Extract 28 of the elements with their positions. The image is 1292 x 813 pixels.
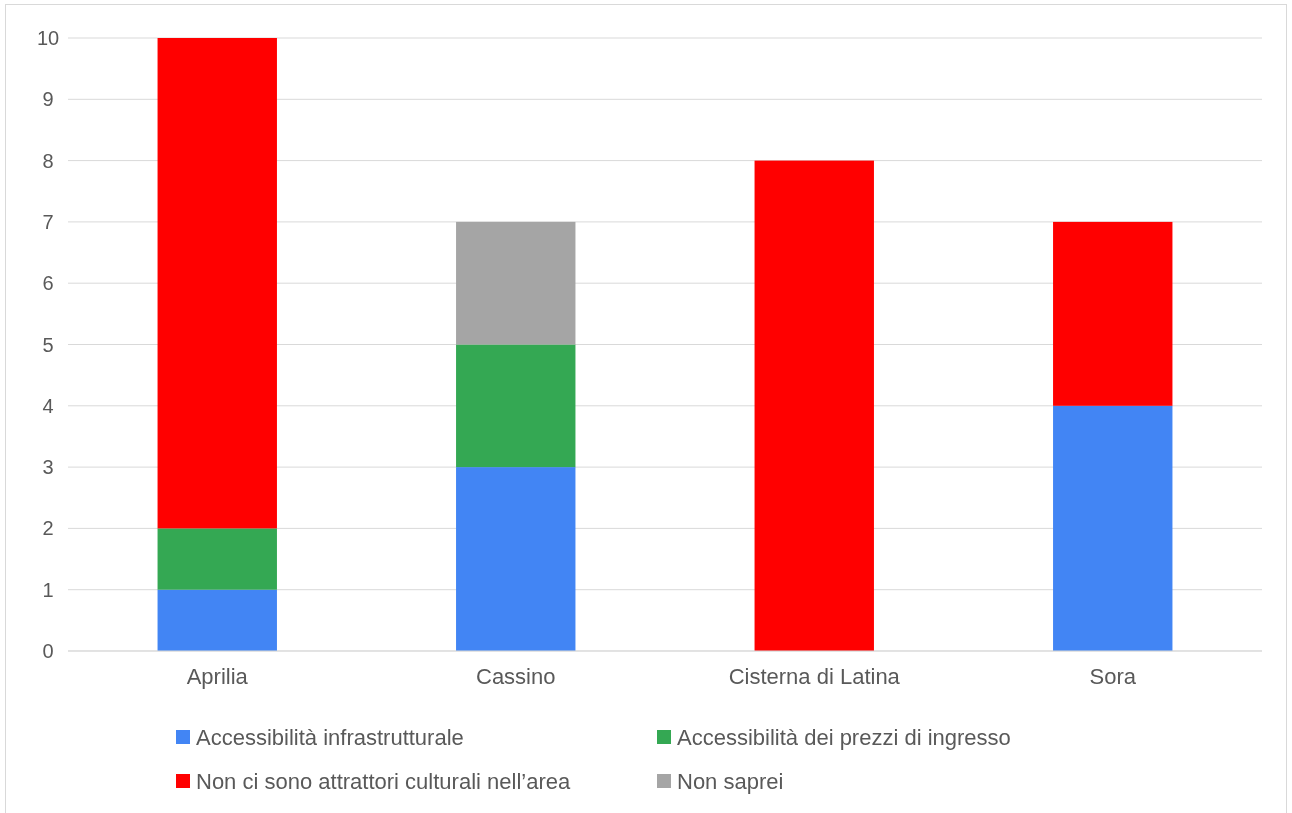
y-tick-label: 10: [36, 27, 60, 49]
legend-label: Accessibilità dei prezzi di ingresso: [677, 724, 1011, 750]
bar: [754, 160, 874, 651]
bar: [456, 221, 576, 345]
y-tick-label: 5: [42, 333, 54, 356]
y-tick-label: 2: [42, 517, 54, 540]
y-tick-label: 7: [42, 210, 54, 233]
x-tick-label: Cassino: [476, 664, 556, 689]
bar: [157, 589, 277, 651]
y-tick-label: 6: [42, 272, 54, 295]
y-tick-label: 4: [42, 394, 54, 417]
y-tick-label: 8: [42, 149, 54, 172]
bar: [157, 528, 277, 590]
legend-label: Non ci sono attrattori culturali nell’area: [196, 768, 571, 794]
bar: [1053, 221, 1173, 406]
x-tick-label: Sora: [1089, 664, 1137, 689]
y-tick-label: 3: [42, 456, 54, 479]
bar: [456, 467, 576, 651]
y-tick-label: 1: [42, 578, 54, 601]
bar: [456, 344, 576, 468]
y-tick-label: 9: [42, 88, 54, 111]
bar: [157, 38, 277, 529]
legend-label: Accessibilità infrastrutturale: [196, 724, 464, 750]
legend-label: Non saprei: [677, 768, 784, 794]
y-tick-label: 0: [42, 640, 54, 662]
x-tick-label: Cisterna di Latina: [728, 664, 901, 689]
x-tick-label: Aprilia: [186, 664, 249, 689]
bar: [1053, 405, 1173, 651]
